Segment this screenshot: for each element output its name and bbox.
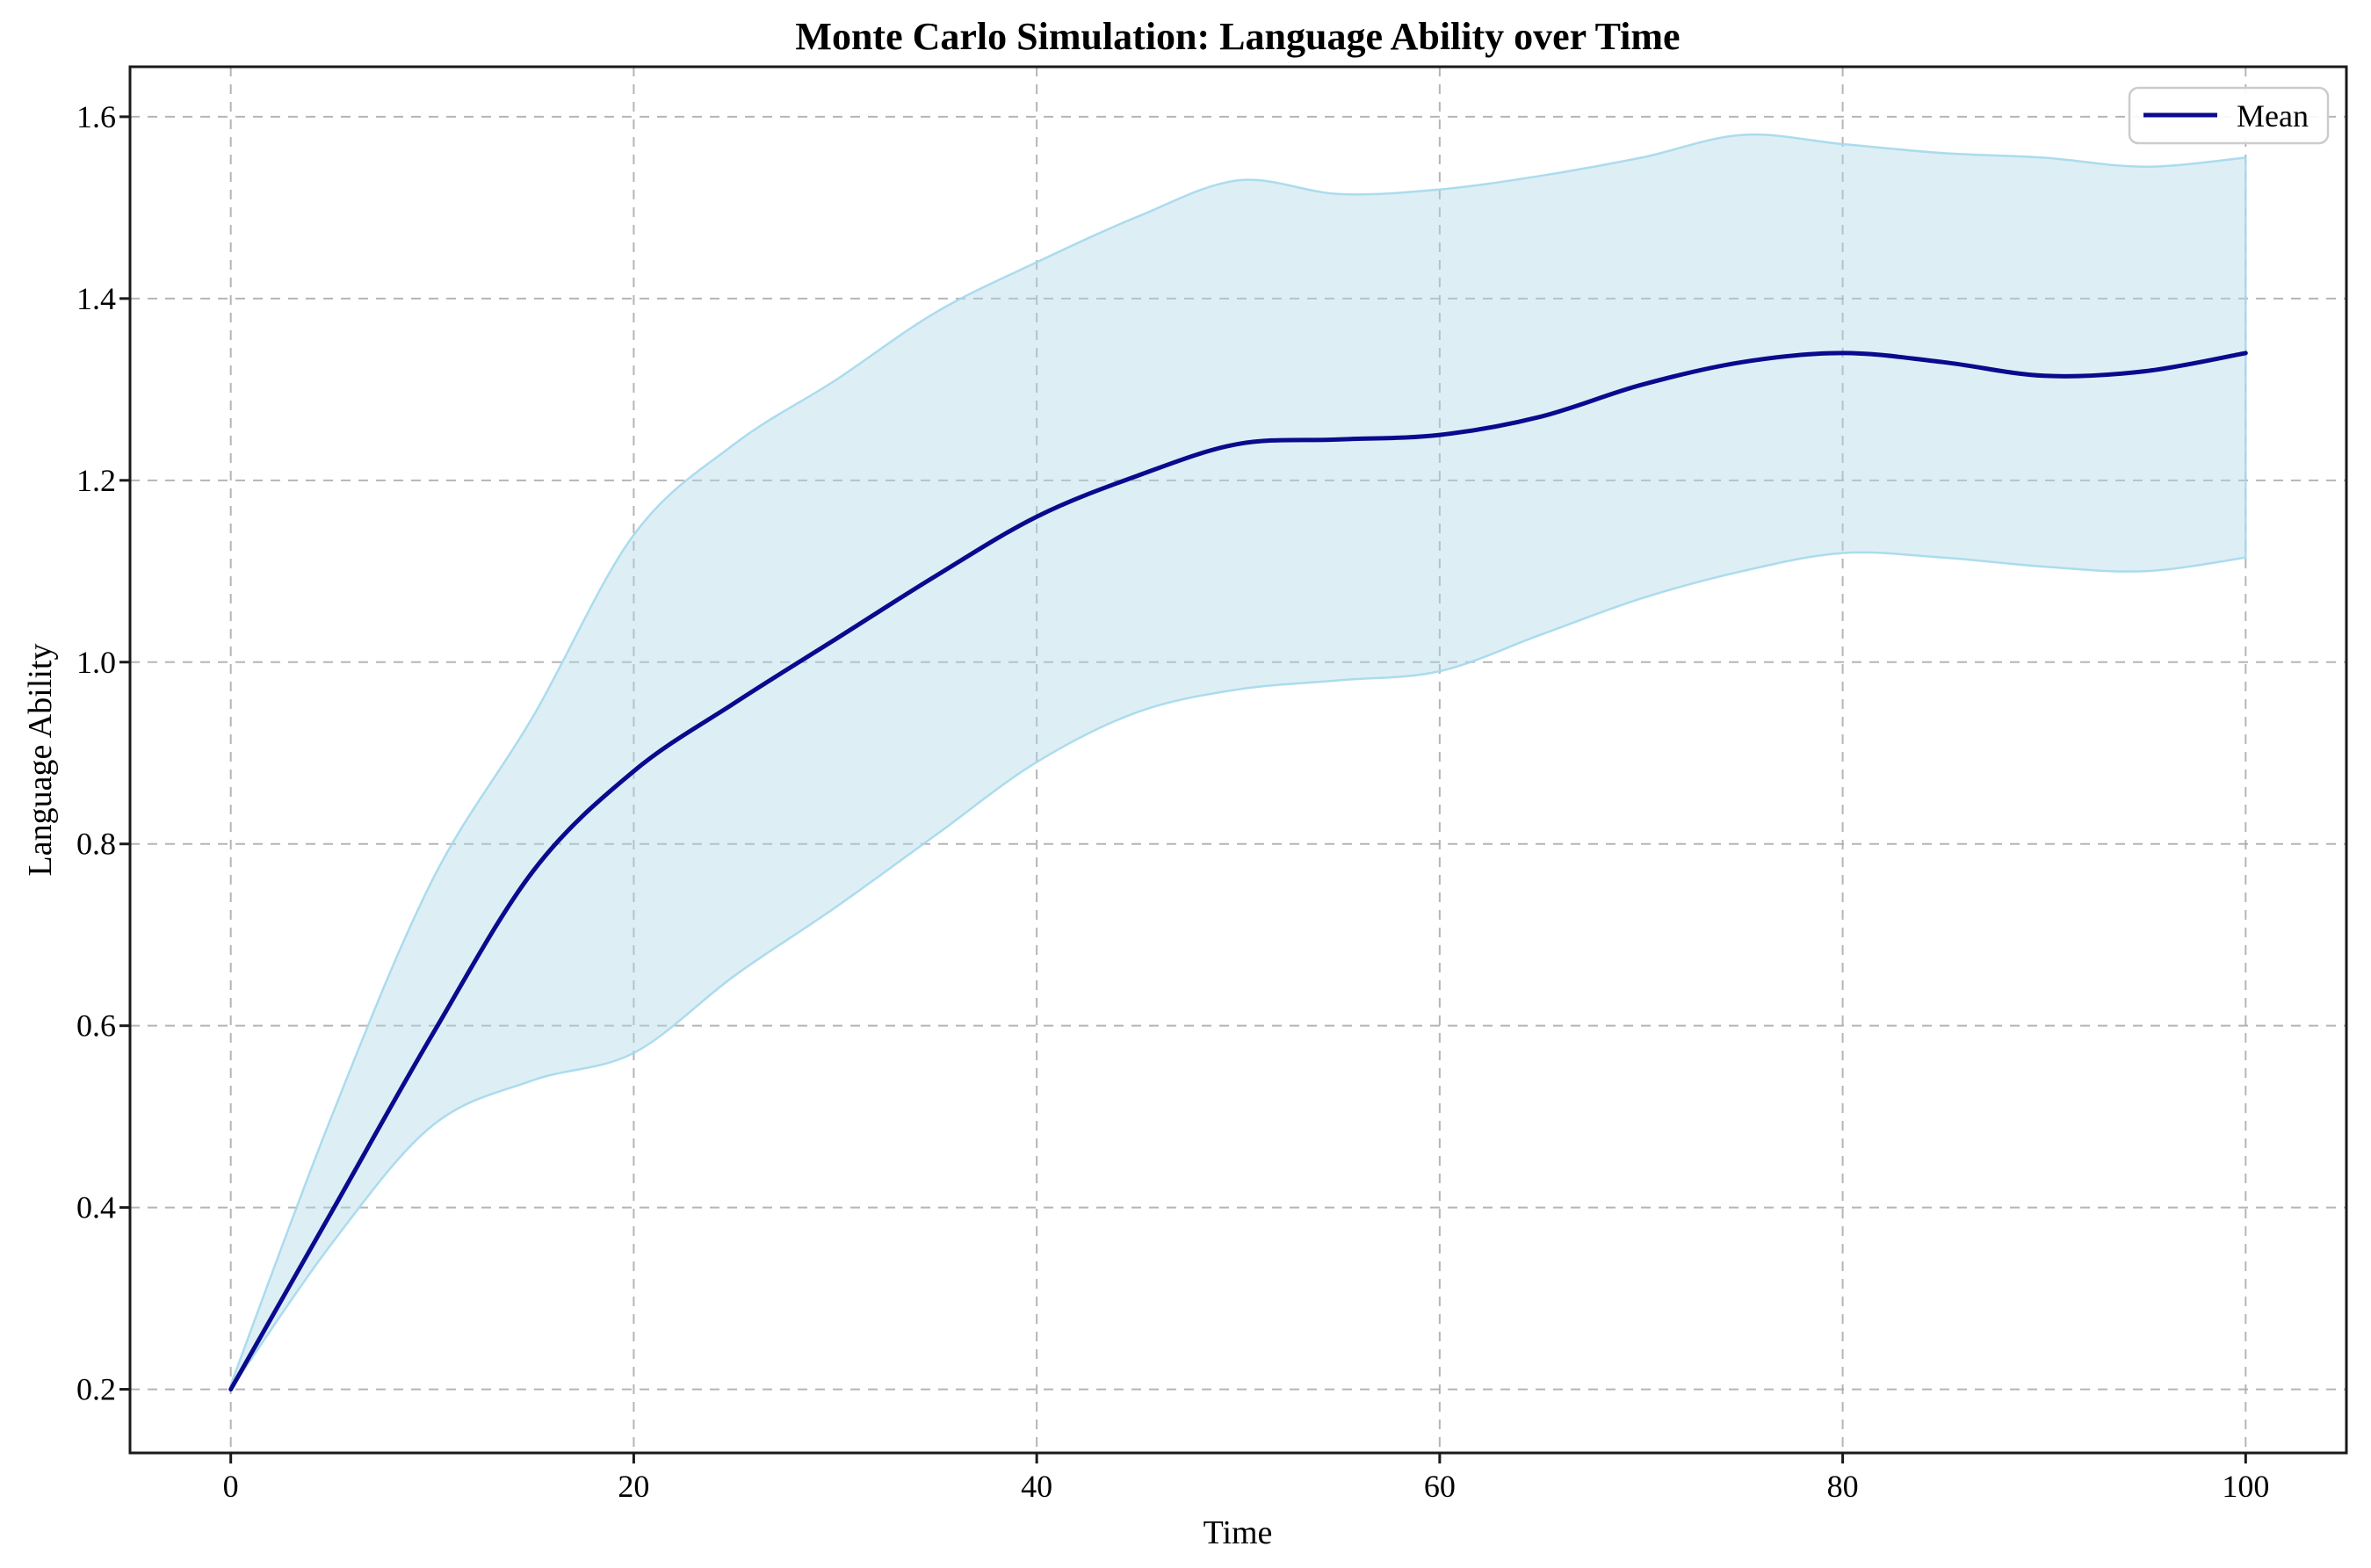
plot-area-border: [128, 65, 2348, 1455]
legend-box: [2128, 86, 2330, 145]
line-layer: [228, 350, 2248, 1392]
legend-label-mean: Mean: [2237, 98, 2309, 134]
y-axis-label: Language Ability: [22, 644, 59, 877]
x-tick-label: 40: [1021, 1469, 1052, 1504]
grid-layer: [130, 67, 2346, 1453]
legend: Mean: [2128, 86, 2330, 145]
x-tick-label: 60: [1424, 1469, 1456, 1504]
x-tick-label: 100: [2222, 1469, 2269, 1504]
x-axis-label: Time: [1204, 1514, 1273, 1551]
confidence-band: [229, 133, 2247, 1393]
mean-line: [228, 350, 2248, 1392]
y-tick-label: 1.0: [76, 645, 116, 680]
band-layer: [229, 133, 2247, 1393]
x-tick-label: 80: [1827, 1469, 1859, 1504]
y-tick-label: 0.4: [76, 1190, 116, 1225]
y-tick-label: 0.2: [76, 1372, 116, 1407]
y-tick-label: 0.8: [76, 827, 116, 862]
axis-layer: [119, 65, 2348, 1463]
y-tick-label: 1.6: [76, 99, 116, 134]
tick-label-layer: 0 20 40 60 80 100 0.2 0.4 0.6 0.8 1.0 1.2 1.4 1.6: [76, 99, 2269, 1504]
x-tick-label: 20: [618, 1469, 649, 1504]
y-tick-label: 0.6: [76, 1008, 116, 1044]
y-tick-label: 1.2: [76, 463, 116, 498]
chart-title: Monte Carlo Simulation: Language Ability…: [795, 15, 1680, 58]
x-tick-label: 0: [223, 1469, 239, 1504]
y-tick-label: 1.4: [76, 281, 116, 316]
